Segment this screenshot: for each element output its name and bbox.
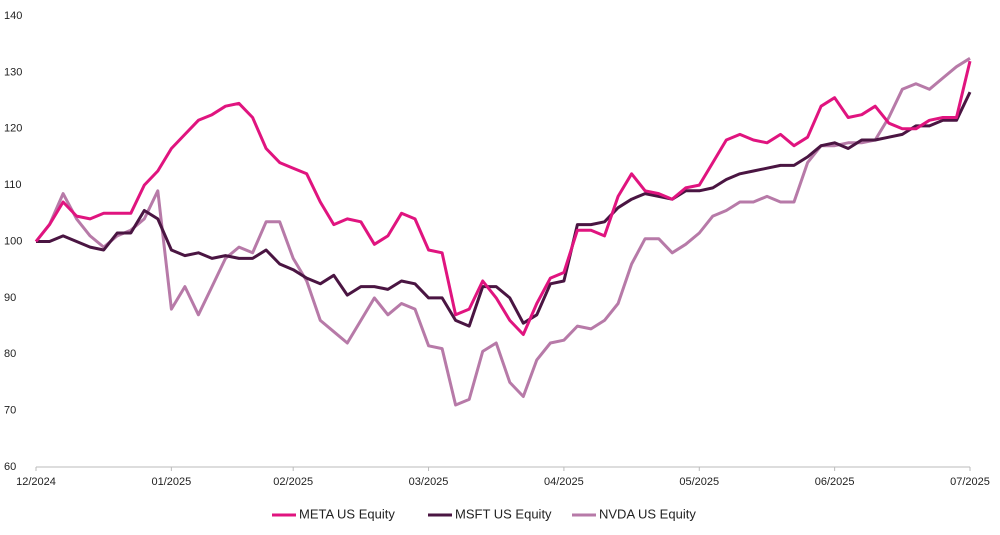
- x-tick-label: 12/2024: [16, 476, 56, 488]
- y-tick-label: 60: [4, 461, 16, 473]
- y-tick-label: 110: [4, 179, 22, 191]
- x-tick-label: 05/2025: [679, 476, 719, 488]
- y-tick-label: 100: [4, 235, 22, 247]
- y-tick-label: 90: [4, 292, 16, 304]
- x-tick-label: 03/2025: [409, 476, 449, 488]
- y-tick-label: 120: [4, 123, 22, 135]
- x-tick-label: 07/2025: [950, 476, 990, 488]
- legend-label: META US Equity: [299, 506, 395, 521]
- x-tick-label: 04/2025: [544, 476, 584, 488]
- series-line: [34, 57, 971, 407]
- x-tick-label: 06/2025: [815, 476, 855, 488]
- y-tick-label: 140: [4, 10, 22, 22]
- legend-label: MSFT US Equity: [455, 506, 552, 521]
- y-tick-label: 130: [4, 66, 22, 78]
- y-tick-label: 80: [4, 348, 16, 360]
- legend-label: NVDA US Equity: [599, 506, 696, 521]
- series-line: [36, 91, 972, 328]
- y-tick-label: 70: [4, 405, 16, 417]
- x-tick-label: 01/2025: [151, 476, 191, 488]
- series-line: [34, 60, 972, 336]
- x-tick-label: 02/2025: [273, 476, 313, 488]
